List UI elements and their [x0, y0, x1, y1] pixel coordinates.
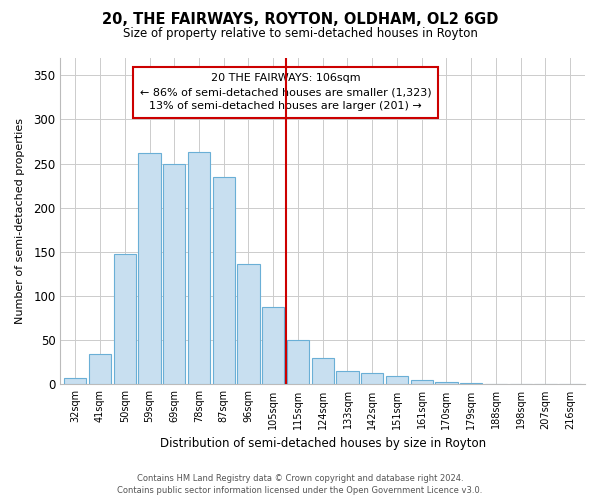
Text: 20, THE FAIRWAYS, ROYTON, OLDHAM, OL2 6GD: 20, THE FAIRWAYS, ROYTON, OLDHAM, OL2 6G… [102, 12, 498, 28]
Bar [361, 373, 383, 384]
Bar [410, 380, 433, 384]
Bar [238, 264, 260, 384]
Bar [113, 254, 136, 384]
Bar [262, 306, 284, 384]
Bar [89, 354, 111, 384]
Text: Size of property relative to semi-detached houses in Royton: Size of property relative to semi-detach… [122, 28, 478, 40]
X-axis label: Distribution of semi-detached houses by size in Royton: Distribution of semi-detached houses by … [160, 437, 486, 450]
Bar [64, 378, 86, 384]
Text: 20 THE FAIRWAYS: 106sqm
← 86% of semi-detached houses are smaller (1,323)
13% of: 20 THE FAIRWAYS: 106sqm ← 86% of semi-de… [140, 74, 431, 112]
Bar [287, 340, 309, 384]
Bar [139, 153, 161, 384]
Bar [460, 382, 482, 384]
Bar [337, 371, 359, 384]
Bar [163, 164, 185, 384]
Bar [212, 177, 235, 384]
Bar [386, 376, 408, 384]
Bar [188, 152, 210, 384]
Y-axis label: Number of semi-detached properties: Number of semi-detached properties [15, 118, 25, 324]
Bar [436, 382, 458, 384]
Text: Contains HM Land Registry data © Crown copyright and database right 2024.
Contai: Contains HM Land Registry data © Crown c… [118, 474, 482, 495]
Bar [311, 358, 334, 384]
